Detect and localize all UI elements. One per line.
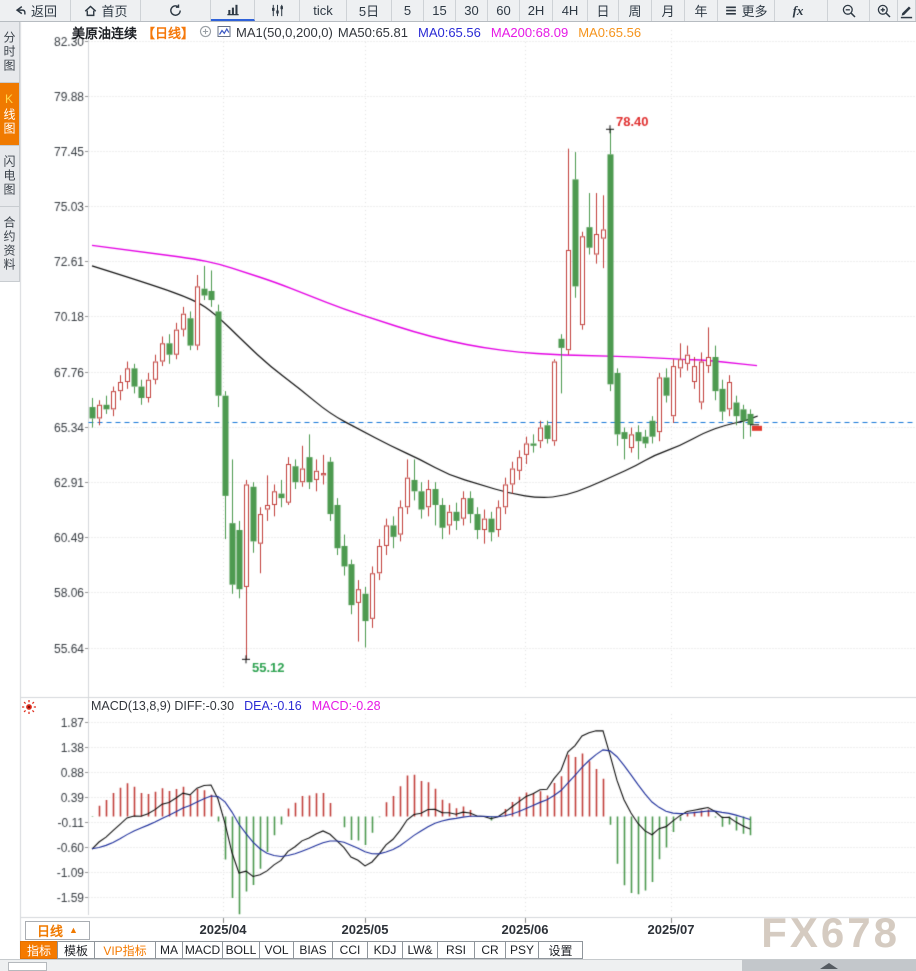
panel-expand-handle[interactable]	[742, 960, 916, 971]
toolbar-button-period-tick[interactable]: tick	[300, 0, 347, 21]
toolbar-button-period-2h[interactable]: 2H	[520, 0, 553, 21]
fx-icon: fx	[791, 3, 811, 18]
toolbar-button-label: 月	[661, 4, 675, 19]
toolbar-button-label: 15	[432, 3, 447, 18]
ma-value: MA50:65.81	[337, 25, 408, 40]
pencil-icon	[899, 3, 914, 19]
chart-type-sidebar: 分时图 K线图 闪电图 合约资料	[0, 22, 20, 282]
toolbar-button-period-year[interactable]: 年	[685, 0, 718, 21]
indicator-tab-vol[interactable]: VOL	[259, 941, 294, 959]
toolbar-button-period-5d[interactable]: 5日	[347, 0, 392, 21]
symbol-name: 美原油连续	[72, 26, 138, 41]
zoom-in-icon	[876, 3, 892, 19]
x-axis-label: 2025/06	[501, 922, 549, 937]
toolbar-button-chart-type-candles[interactable]	[255, 0, 300, 21]
sidebar-tab-4[interactable]: 合约资料	[0, 207, 20, 282]
toolbar-button-label: tick	[313, 3, 333, 18]
zoom-out-icon	[841, 3, 857, 19]
toolbar-button-refresh[interactable]	[141, 0, 211, 21]
chart-header: 美原油连续 【日线】 MA1(50,0,200,0) MA50:65.81 MA0…	[72, 23, 641, 42]
indicator-tab-cci[interactable]: CCI	[332, 941, 368, 959]
x-axis-label: 2025/05	[341, 922, 389, 937]
indicator-tab-lw&[interactable]: LW&	[402, 941, 438, 959]
scrollbar-thumb[interactable]	[8, 962, 47, 971]
indicator-tab-psy[interactable]: PSY	[505, 941, 539, 959]
indicator-tab-bar: 指标 模板 VIP指标 MA MACD BOLL VOL BIAS CCI KDJ LW& RSI CR…	[20, 941, 583, 959]
sliders-icon	[270, 3, 285, 18]
bar-chart-icon	[225, 2, 241, 17]
period-tag: 【日线】	[142, 26, 195, 41]
toolbar-button-label: 5日	[358, 4, 380, 19]
macd-value: MACD:-0.28	[311, 699, 381, 713]
toolbar-button-zoom-in[interactable]	[870, 0, 898, 21]
ma-values: MA50:65.81 MA0:65.56 MA200:68.09 MA0:65.56	[338, 25, 641, 40]
toolbar-button-label: 更多	[741, 4, 768, 19]
toolbar-button-period-day[interactable]: 日	[588, 0, 619, 21]
toolbar-button-period-5[interactable]: 5	[392, 0, 424, 21]
sidebar-tab-2[interactable]: K线图	[0, 83, 20, 146]
toolbar-button-label: 首页	[101, 4, 128, 19]
indicator-tab-macd[interactable]: MACD	[182, 941, 223, 959]
toolbar-button-label: 30	[464, 3, 479, 18]
macd-value: DEA:-0.16	[244, 699, 302, 713]
svg-text:fx: fx	[793, 3, 804, 18]
circle-plus-icon[interactable]	[199, 25, 212, 41]
toolbar-button-label: 年	[694, 4, 708, 19]
toolbar-button-period-month[interactable]: 月	[652, 0, 685, 21]
toolbar-button-label: 60	[496, 3, 511, 18]
toolbar-button-period-60[interactable]: 60	[488, 0, 520, 21]
indicator-tab-设置[interactable]: 设置	[538, 941, 583, 959]
toolbar-button-label: 日	[596, 4, 610, 19]
toolbar-button-label: 5	[403, 3, 412, 18]
toolbar-button-chart-type-bars[interactable]	[211, 0, 255, 21]
toolbar-button-back[interactable]: 返回	[0, 0, 71, 21]
period-selector[interactable]: 日线 ▲	[25, 921, 90, 940]
triangle-up-icon	[820, 963, 838, 969]
ma-settings-label: MA1(50,0,200,0)	[236, 25, 333, 40]
toolbar-button-label: 周	[628, 4, 642, 19]
indicator-settings-icon[interactable]	[21, 699, 37, 720]
toolbar-button-period-4h[interactable]: 4H	[553, 0, 588, 21]
sidebar-tab-1[interactable]: 分时图	[0, 22, 20, 83]
toolbar-button-formula[interactable]: fx	[775, 0, 828, 21]
period-selector-label: 日线	[37, 924, 64, 939]
ma-value: MA0:65.56	[417, 25, 481, 40]
indicator-tab-ma[interactable]: MA	[155, 941, 183, 959]
indicator-tab-boll[interactable]: BOLL	[222, 941, 260, 959]
toolbar-button-period-15[interactable]: 15	[424, 0, 456, 21]
x-axis-label: 2025/04	[199, 922, 247, 937]
indicator-tab-指标[interactable]: 指标	[20, 941, 58, 959]
ma-value: MA0:65.56	[578, 25, 642, 40]
back-arrow-icon	[13, 4, 28, 18]
triangle-up-icon: ▲	[69, 925, 78, 935]
sidebar-tab-3[interactable]: 闪电图	[0, 146, 20, 207]
toolbar-button-label: 返回	[30, 4, 57, 19]
toolbar-button-period-week[interactable]: 周	[619, 0, 652, 21]
refresh-icon	[168, 3, 183, 18]
toolbar-button-draw[interactable]	[898, 0, 916, 21]
ma-value: MA200:68.09	[490, 25, 569, 40]
indicator-tab-cr[interactable]: CR	[474, 941, 506, 959]
toolbar-button-more[interactable]: 更多	[718, 0, 775, 21]
top-toolbar: 返回 首页 tick 5日 5 15 30 60 2H 4H 日 周 月 年 更多 fx	[0, 0, 916, 22]
macd-header: MACD(13,8,9) DIFF:-0.30 DEA:-0.16 MACD:-0.…	[91, 699, 381, 713]
toolbar-button-home[interactable]: 首页	[71, 0, 141, 21]
toolbar-button-zoom-out[interactable]	[828, 0, 870, 21]
indicator-tab-kdj[interactable]: KDJ	[367, 941, 403, 959]
indicator-tab-模板[interactable]: 模板	[57, 941, 95, 959]
toolbar-button-label: 2H	[527, 3, 545, 18]
toolbar-button-period-30[interactable]: 30	[456, 0, 488, 21]
indicator-tab-rsi[interactable]: RSI	[437, 941, 475, 959]
home-icon	[83, 4, 98, 18]
x-axis-label: 2025/07	[647, 922, 695, 937]
ma-settings-icon[interactable]	[217, 25, 231, 41]
bottom-scrollbar	[0, 959, 916, 971]
macd-value: MACD(13,8,9) DIFF:-0.30	[91, 699, 235, 713]
toolbar-button-label: 4H	[561, 3, 579, 18]
indicator-tab-bias[interactable]: BIAS	[293, 941, 333, 959]
indicator-tab-vip指标[interactable]: VIP指标	[94, 941, 156, 959]
menu-icon	[724, 4, 738, 17]
